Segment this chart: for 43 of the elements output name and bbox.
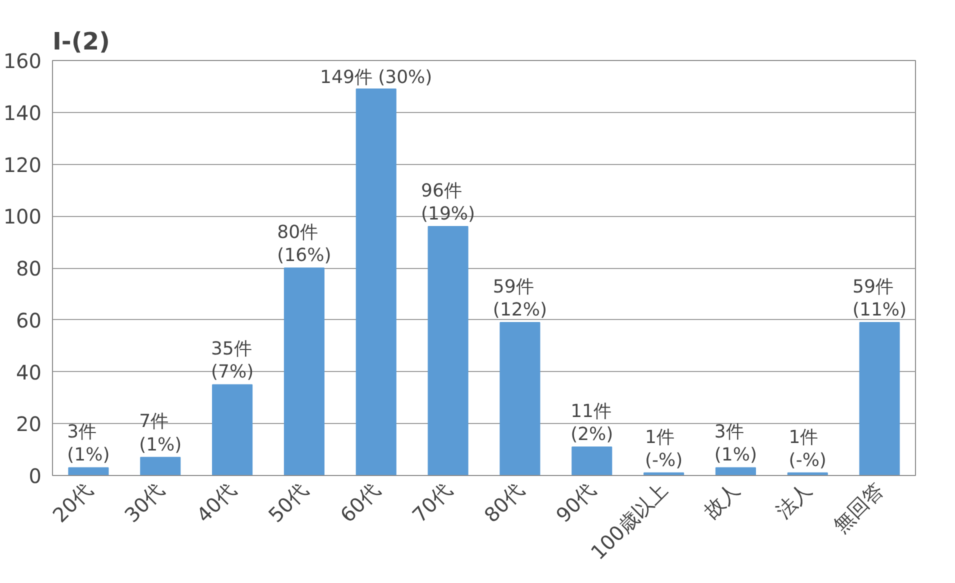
data-label: 3件 (1%) [67, 422, 110, 466]
x-tick-label: 故人 [698, 478, 744, 524]
y-tick-label: 140 [3, 100, 42, 125]
data-label: 11件 (2%) [570, 400, 614, 445]
x-tick-label: 無回答 [828, 478, 888, 538]
data-label: 35件 (7%) [210, 338, 254, 383]
data-label: 80件 (16%) [277, 222, 332, 266]
data-label: 149件 (30%) [320, 67, 432, 88]
x-tick-label: 60代 [336, 478, 385, 528]
data-label: 1件 (-%) [788, 426, 826, 471]
y-tick-label: 120 [3, 152, 42, 177]
data-label: 96件 (19%) [421, 180, 476, 224]
data-label: 3件 (1%) [714, 422, 758, 466]
y-tick-label: 0 [28, 464, 42, 488]
bar [140, 456, 181, 476]
data-label: 1件 (-%) [644, 426, 683, 471]
bar [68, 467, 109, 476]
chart-title: Ⅰ-(2) [52, 28, 110, 56]
y-tick-label: 160 [3, 49, 42, 73]
bar [859, 322, 900, 476]
bar [500, 322, 540, 476]
x-tick-label: 70代 [407, 478, 457, 528]
bar [428, 226, 468, 476]
data-label: 59件 (12%) [492, 276, 547, 320]
x-tick-label: 30代 [120, 478, 169, 528]
x-tick-label: 法人 [770, 478, 816, 524]
bar [572, 446, 612, 476]
x-tick-label: 50代 [264, 478, 313, 528]
bar [715, 467, 756, 476]
data-label: 7件 (1%) [139, 411, 182, 456]
y-tick-label: 40 [16, 360, 42, 384]
y-tick-label: 80 [16, 256, 42, 280]
y-tick-label: 60 [16, 308, 42, 332]
data-label: 59件 (11%) [852, 276, 907, 320]
x-tick-label: 40代 [192, 478, 241, 528]
x-tick-label: 90代 [551, 478, 600, 528]
y-tick-label: 100 [3, 204, 42, 229]
bar [212, 384, 253, 476]
bar [284, 268, 324, 476]
bar [356, 88, 396, 476]
x-tick-label: 20代 [48, 478, 97, 528]
x-tick-label: 80代 [479, 478, 528, 528]
y-tick-label: 20 [16, 412, 42, 436]
